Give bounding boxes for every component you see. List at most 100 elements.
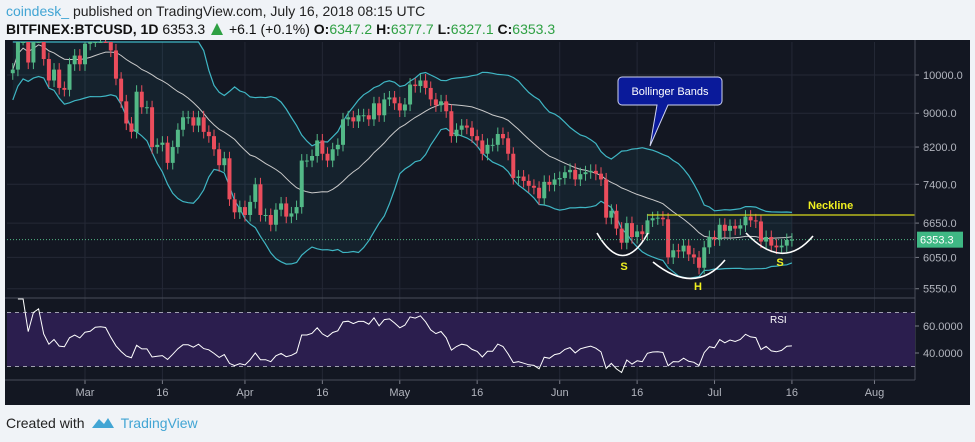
candle-body xyxy=(351,117,356,122)
candle xyxy=(459,119,464,137)
candle xyxy=(144,100,149,114)
candle-body xyxy=(516,176,521,178)
candle xyxy=(557,171,562,187)
candle-body xyxy=(57,69,62,88)
candle-body xyxy=(495,133,500,145)
candle-body xyxy=(191,117,196,126)
candle-body xyxy=(77,55,82,65)
candle-body xyxy=(371,103,376,120)
x-tick-label: Jul xyxy=(707,387,721,399)
candle-body xyxy=(341,119,345,145)
candle xyxy=(258,177,263,222)
candle xyxy=(335,138,340,156)
candle xyxy=(593,164,598,181)
tradingview-link[interactable]: TradingView xyxy=(120,415,198,431)
candle xyxy=(712,230,717,246)
candle-body xyxy=(315,140,320,157)
candle-body xyxy=(537,187,542,199)
candle xyxy=(728,219,732,238)
candle-body xyxy=(568,169,573,173)
candle xyxy=(547,175,552,192)
candle xyxy=(196,110,201,133)
candle-body xyxy=(418,80,423,87)
candle-body xyxy=(531,185,536,188)
candle-body xyxy=(464,125,469,128)
candle xyxy=(26,42,31,70)
candle xyxy=(717,218,722,246)
candle xyxy=(139,85,144,114)
close-value: 6353.3 xyxy=(512,21,556,37)
author-link[interactable]: coindesk_ xyxy=(6,3,70,19)
candle-body xyxy=(263,214,268,216)
candle xyxy=(655,211,660,225)
candle xyxy=(413,78,418,93)
candle xyxy=(341,112,345,152)
candle-body xyxy=(758,221,763,242)
right-shoulder-arc xyxy=(745,232,814,255)
bollinger-band-fill xyxy=(12,42,792,279)
candle-body xyxy=(170,147,175,163)
candle-body xyxy=(310,156,315,161)
candle xyxy=(614,204,619,236)
x-tick-label: 16 xyxy=(471,387,483,399)
candle-body xyxy=(377,103,382,116)
candle xyxy=(320,133,325,161)
candle xyxy=(366,108,371,126)
candle xyxy=(753,213,758,229)
x-tick-label: May xyxy=(389,387,410,399)
candle xyxy=(537,181,542,205)
candle-body xyxy=(181,117,186,130)
candle-body xyxy=(160,142,165,145)
candle-body xyxy=(624,223,629,243)
candle xyxy=(758,214,763,249)
candle-body xyxy=(150,107,155,148)
bollinger-lower-band xyxy=(12,75,793,280)
candle-body xyxy=(593,170,598,174)
publish-info: coindesk_ published on TradingView.com, … xyxy=(6,3,425,19)
callout-bubble xyxy=(617,76,723,147)
candle-body xyxy=(444,101,449,112)
candle xyxy=(500,127,505,145)
candle-body xyxy=(258,184,263,215)
candle-body xyxy=(707,237,712,248)
candle xyxy=(279,196,284,217)
pattern-label: S xyxy=(620,261,627,273)
candle xyxy=(88,42,93,51)
candle-body xyxy=(232,199,237,213)
candle xyxy=(263,208,268,222)
candle xyxy=(227,151,232,206)
candle-body xyxy=(728,225,732,231)
candle xyxy=(62,81,67,97)
candle xyxy=(124,94,129,131)
candle xyxy=(681,239,686,259)
candle-body xyxy=(144,107,149,109)
candle-body xyxy=(645,220,650,235)
candle xyxy=(299,154,304,214)
candle-body xyxy=(320,140,325,154)
candle xyxy=(738,218,743,236)
candle-body xyxy=(196,117,201,126)
price-chart[interactable]: Mar 16 Apr 16 May 16 Jun 16 Jul 16 Aug 10000.0 9000.… xyxy=(5,40,970,406)
candle-body xyxy=(629,223,634,238)
candle xyxy=(397,96,402,118)
head-arc xyxy=(652,259,726,280)
candle-body xyxy=(299,160,304,208)
x-tick-label: 16 xyxy=(156,387,168,399)
candle xyxy=(604,172,609,225)
candle xyxy=(542,175,547,205)
candle-body xyxy=(88,42,93,44)
candle-body xyxy=(253,184,258,202)
x-tick-label: Mar xyxy=(76,387,95,399)
candle-body xyxy=(599,173,603,180)
candle xyxy=(578,167,583,187)
candle-body xyxy=(697,257,702,268)
candle-body xyxy=(72,55,77,65)
rsi-label: RSI xyxy=(770,315,787,326)
candle xyxy=(640,224,645,241)
candle xyxy=(402,98,407,118)
candle-body xyxy=(222,158,227,166)
candle xyxy=(495,127,500,152)
candle-body xyxy=(186,117,191,119)
candle-body xyxy=(480,140,485,154)
candle-body xyxy=(774,245,779,248)
